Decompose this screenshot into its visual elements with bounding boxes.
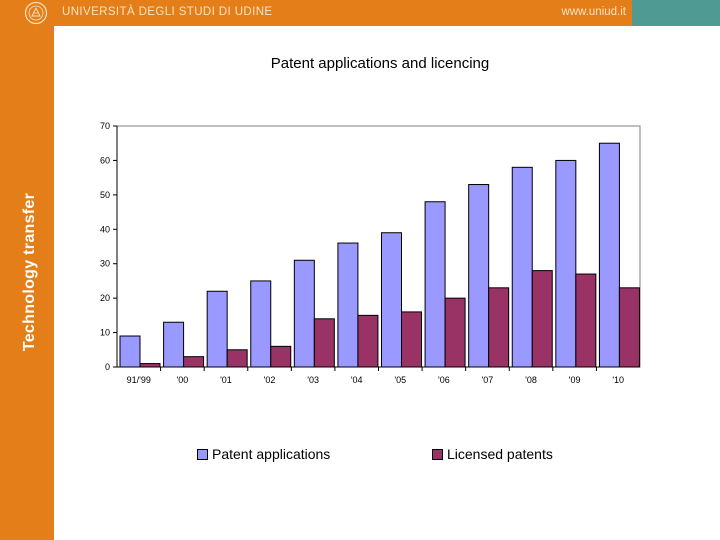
header-bar xyxy=(0,0,632,26)
bar-licensed-patents xyxy=(270,345,292,368)
bar-licensed-patents xyxy=(618,287,640,368)
bar-licensed-patents xyxy=(444,297,466,368)
x-tick-label: '00 xyxy=(177,375,189,385)
y-tick-label: 10 xyxy=(100,328,110,338)
sidebar xyxy=(0,26,54,540)
bar-patent-applications xyxy=(163,321,185,368)
legend-item-licensed-patents: Licensed patents xyxy=(432,446,553,462)
bar-patent-applications xyxy=(511,166,533,368)
x-tick-label: '10 xyxy=(612,375,624,385)
chart-title: Patent applications and licencing xyxy=(270,55,490,72)
x-tick-label: '05 xyxy=(394,375,406,385)
bar-patent-applications xyxy=(206,290,228,368)
chart-axes xyxy=(113,125,641,371)
bar-licensed-patents xyxy=(313,318,335,368)
bar-patent-applications xyxy=(293,259,315,368)
x-tick-label: '06 xyxy=(438,375,450,385)
x-tick-label: '04 xyxy=(351,375,363,385)
bar-licensed-patents xyxy=(183,356,205,368)
bar-patent-applications xyxy=(119,335,141,368)
x-tick-label: '03 xyxy=(307,375,319,385)
bar-patent-applications xyxy=(250,280,272,368)
bar-licensed-patents xyxy=(575,273,597,368)
bar-licensed-patents xyxy=(139,363,161,368)
x-tick-label: '08 xyxy=(525,375,537,385)
x-tick-label: '07 xyxy=(482,375,494,385)
university-seal-icon xyxy=(24,1,48,25)
legend-swatch-licensed-patents xyxy=(432,449,443,460)
y-tick-label: 70 xyxy=(100,121,110,131)
legend-swatch-patent-applications xyxy=(197,449,208,460)
legend-label: Patent applications xyxy=(212,446,331,462)
y-tick-label: 30 xyxy=(100,259,110,269)
bar-licensed-patents xyxy=(401,311,422,368)
chart-labels: 0 10 20 30 40 50 60 70 91/'99 '00 '01 '02 '03 '04 '05 '… xyxy=(100,121,624,385)
y-tick-label: 50 xyxy=(100,190,110,200)
bar-patent-applications xyxy=(424,201,446,368)
bar-licensed-patents xyxy=(226,349,248,368)
university-name: UNIVERSITÀ DEGLI STUDI DI UDINE xyxy=(62,6,273,18)
university-url: www.uniud.it xyxy=(561,6,626,18)
bar-patent-applications xyxy=(381,232,402,368)
header-accent xyxy=(632,0,720,26)
bar-licensed-patents xyxy=(531,270,553,368)
bar-patent-applications xyxy=(598,142,620,368)
x-tick-label: 91/'99 xyxy=(127,375,151,385)
x-tick-label: '02 xyxy=(264,375,276,385)
y-tick-label: 20 xyxy=(100,293,110,303)
bar-patent-applications xyxy=(555,159,577,368)
y-tick-label: 0 xyxy=(105,362,110,372)
y-tick-label: 60 xyxy=(100,155,110,165)
x-tick-label: '09 xyxy=(569,375,581,385)
bar-licensed-patents xyxy=(357,314,379,368)
bar-patent-applications xyxy=(468,184,490,368)
bar-patent-applications xyxy=(337,242,359,368)
legend-label: Licensed patents xyxy=(447,446,553,462)
chart-bars xyxy=(119,142,640,368)
y-tick-label: 40 xyxy=(100,224,110,234)
legend-item-patent-applications: Patent applications xyxy=(197,446,330,462)
x-tick-label: '01 xyxy=(220,375,232,385)
bar-licensed-patents xyxy=(488,287,510,368)
